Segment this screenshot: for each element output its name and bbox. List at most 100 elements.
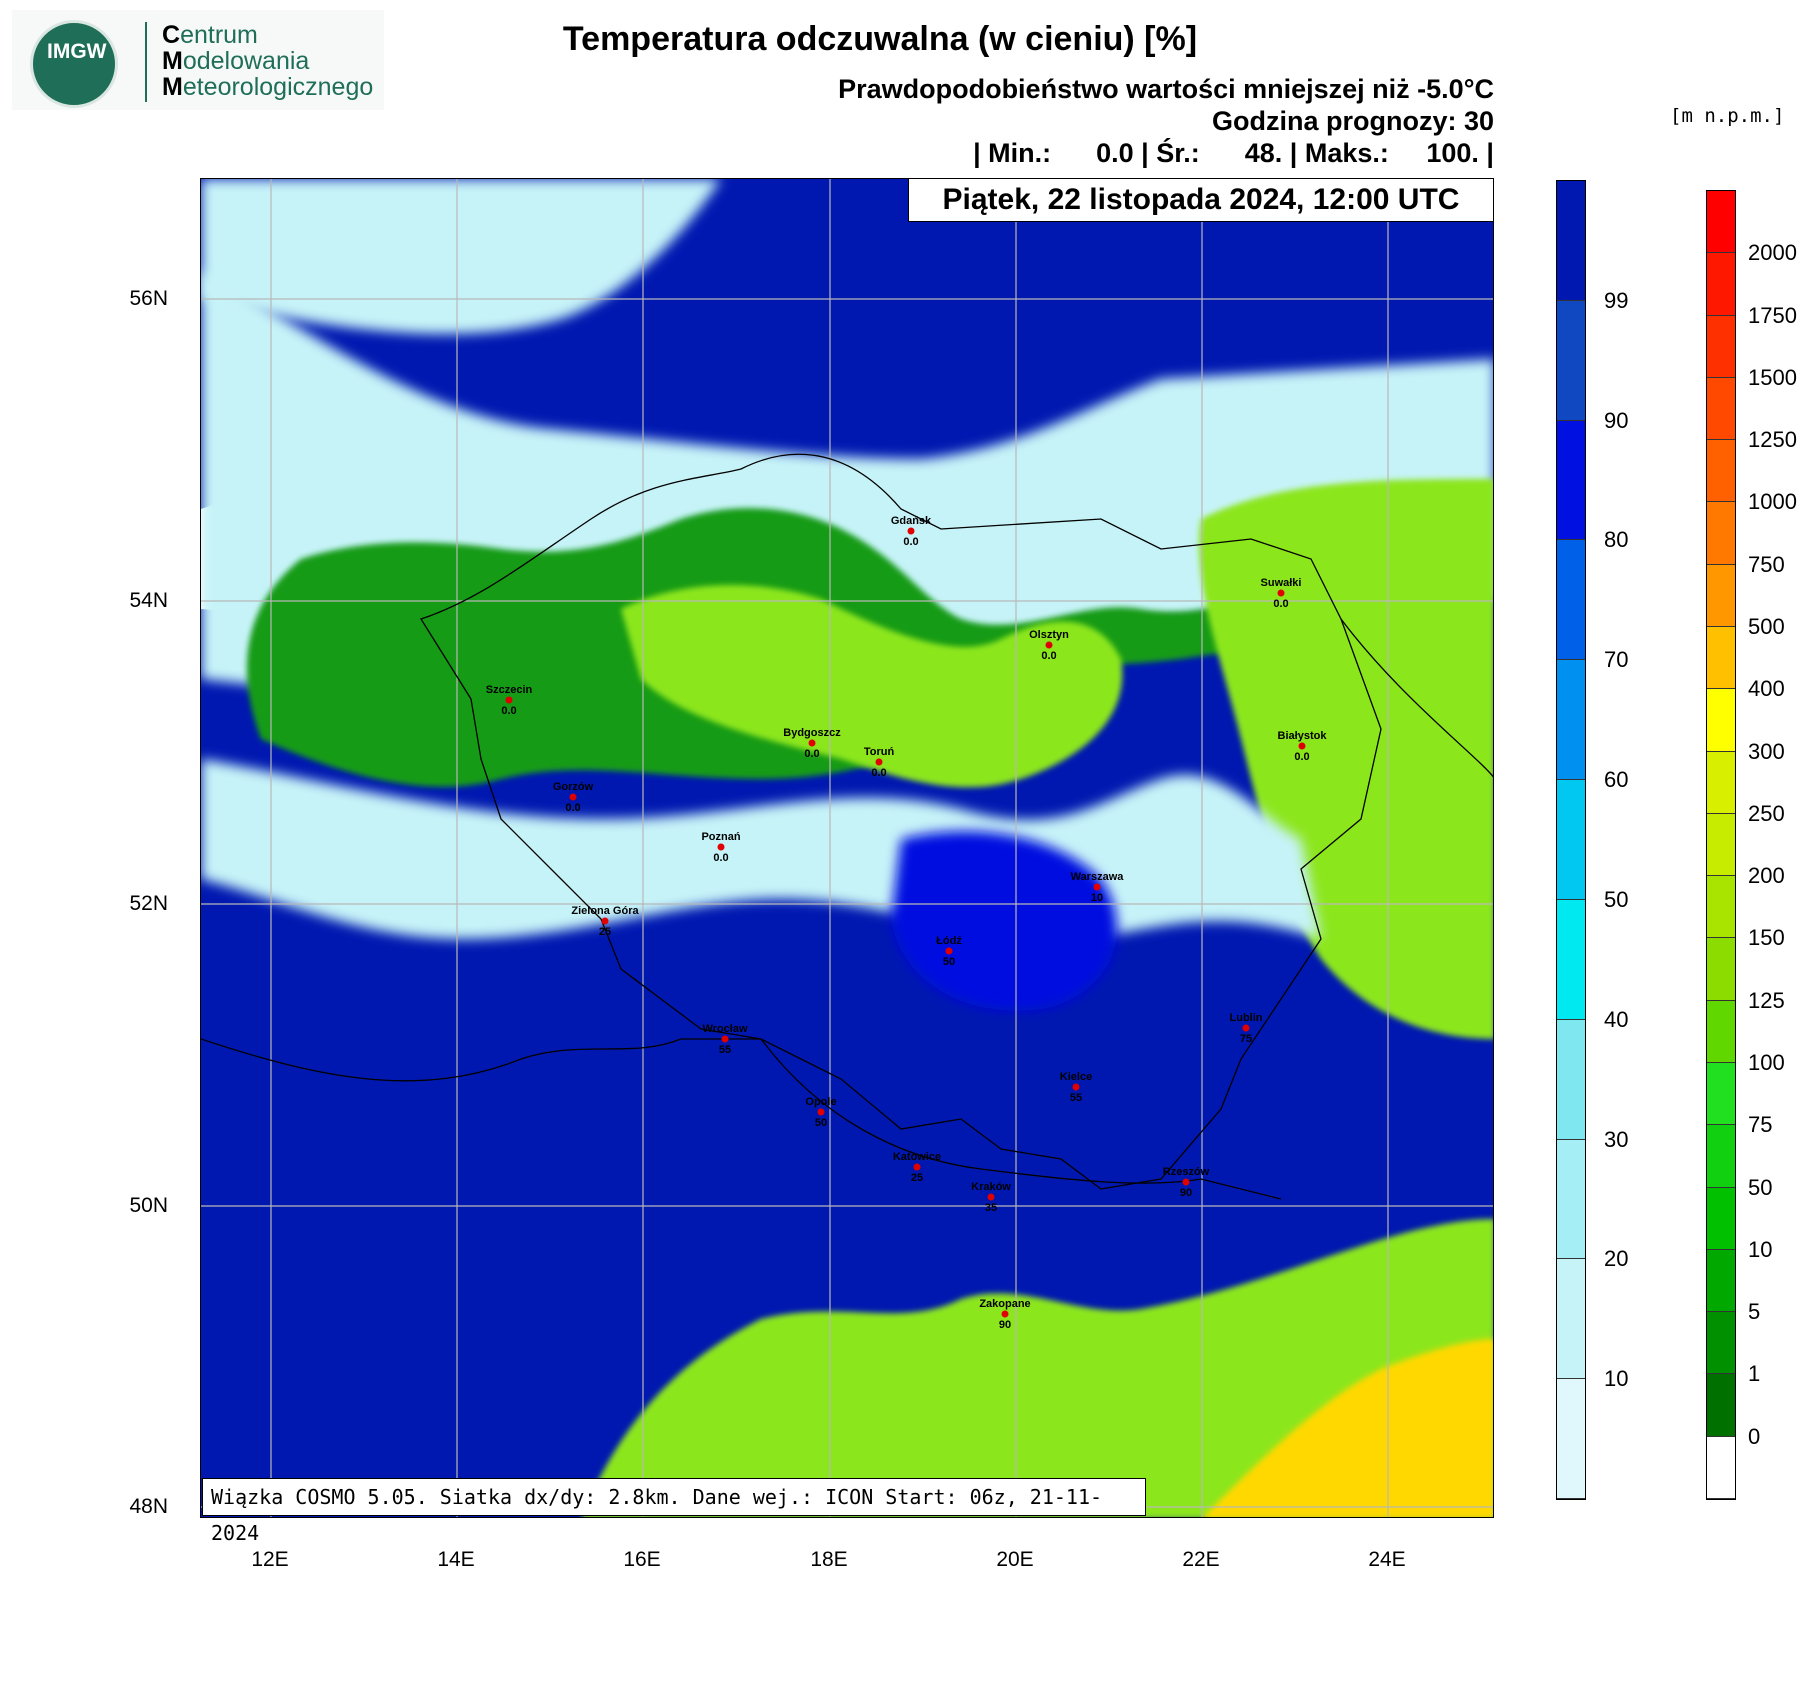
colorbar-label: 10 bbox=[1604, 1366, 1629, 1392]
probability-colorbar bbox=[1556, 180, 1586, 1500]
city-marker: Warszawa 10 bbox=[1071, 871, 1125, 904]
lon-tick-22: 22E bbox=[1182, 1548, 1220, 1571]
terrain-colorbar bbox=[1706, 190, 1736, 1500]
imgw-emblem-icon: IMGW bbox=[30, 20, 118, 108]
southern-border bbox=[201, 1038, 761, 1082]
graticule bbox=[201, 179, 1493, 1517]
colorbar-segment bbox=[1557, 1379, 1585, 1499]
colorbar-label: 250 bbox=[1748, 800, 1785, 826]
colorbar-label: 750 bbox=[1748, 551, 1785, 577]
colorbar-segment bbox=[1707, 689, 1735, 752]
colorbar-label: 90 bbox=[1604, 407, 1629, 433]
lon-tick-20: 20E bbox=[996, 1548, 1034, 1571]
colorbar-label: 400 bbox=[1748, 676, 1785, 702]
lat-tick-50: 50N bbox=[129, 1194, 168, 1217]
colorbar-label: 60 bbox=[1604, 767, 1629, 793]
lon-tick-12: 12E bbox=[251, 1548, 289, 1571]
city-dot bbox=[1045, 641, 1053, 649]
city-dot bbox=[913, 1163, 921, 1171]
stats-line: | Min.: 0.0 | Śr.: 48. | Maks.: 100. | bbox=[973, 138, 1494, 168]
colorbar-label: 2000 bbox=[1748, 240, 1797, 266]
lon-tick-16: 16E bbox=[623, 1548, 661, 1571]
colorbar-segment bbox=[1707, 502, 1735, 565]
colorbar-label: 75 bbox=[1748, 1112, 1773, 1138]
city-dot bbox=[1298, 742, 1306, 750]
city-marker: Białystok 0.0 bbox=[1278, 730, 1328, 763]
colorbar-label: 1500 bbox=[1748, 364, 1797, 390]
colorbar-label: 70 bbox=[1604, 647, 1629, 673]
city-value: 25 bbox=[599, 926, 611, 938]
colorbar-label: 300 bbox=[1748, 738, 1785, 764]
city-dot bbox=[1093, 883, 1101, 891]
colorbar-label: 1750 bbox=[1748, 302, 1797, 328]
colorbar-label: 50 bbox=[1748, 1174, 1773, 1200]
logo-line-2: Modelowania bbox=[162, 47, 310, 75]
colorbar-label: 200 bbox=[1748, 863, 1785, 889]
colorbar-segment bbox=[1707, 253, 1735, 316]
colorbar-label: 10 bbox=[1748, 1236, 1773, 1262]
colorbar-segment bbox=[1707, 377, 1735, 441]
colorbar-segment bbox=[1557, 1139, 1585, 1260]
colorbar-label: 1 bbox=[1748, 1361, 1761, 1387]
city-name: Kraków bbox=[971, 1181, 1011, 1193]
city-marker: Bydgoszcz 0.0 bbox=[783, 727, 841, 760]
city-dot bbox=[601, 917, 609, 925]
colorbar-segment bbox=[1557, 300, 1585, 421]
city-value: 0.0 bbox=[903, 536, 918, 548]
colorbar-label: 50 bbox=[1604, 886, 1629, 912]
city-dot bbox=[1182, 1178, 1190, 1186]
colorbar-segment bbox=[1557, 420, 1585, 541]
city-name: Lublin bbox=[1230, 1012, 1263, 1024]
eastern-border bbox=[1340, 618, 1493, 778]
lime-east-area bbox=[1199, 479, 1493, 1039]
city-value: 55 bbox=[1070, 1092, 1082, 1104]
city-marker: Suwałki 0.0 bbox=[1261, 577, 1302, 610]
city-marker: Łódź 50 bbox=[936, 935, 962, 968]
city-marker: Zielona Góra 25 bbox=[571, 905, 639, 938]
map-title: Temperatura odczuwalna (w cieniu) [%] bbox=[562, 20, 1198, 58]
city-value: 0.0 bbox=[1041, 650, 1056, 662]
carpathian-terrain bbox=[581, 1219, 1493, 1517]
city-dot bbox=[721, 1035, 729, 1043]
city-marker: Kielce 55 bbox=[1060, 1071, 1092, 1104]
colorbar-segment bbox=[1707, 1312, 1735, 1375]
city-value: 75 bbox=[1240, 1033, 1252, 1045]
forecast-hour: Godzina prognozy: 30 bbox=[1211, 106, 1494, 136]
city-dot bbox=[987, 1193, 995, 1201]
city-name: Opole bbox=[805, 1096, 836, 1108]
city-value: 10 bbox=[1091, 892, 1103, 904]
colorbar-segment bbox=[1707, 626, 1735, 690]
city-marker: Opole 50 bbox=[805, 1096, 836, 1129]
city-dot bbox=[1001, 1310, 1009, 1318]
city-name: Olsztyn bbox=[1029, 629, 1069, 641]
city-name: Poznań bbox=[701, 831, 740, 843]
city-name: Kielce bbox=[1060, 1071, 1092, 1083]
logo-line-3: Meteorologicznego bbox=[162, 73, 374, 101]
city-markers: Gdańsk 0.0 Suwałki 0.0 Olsztyn 0.0 Szczecin 0.0… bbox=[486, 515, 1328, 1331]
colorbar-segment bbox=[1557, 899, 1585, 1020]
city-dot bbox=[1242, 1024, 1250, 1032]
city-dot bbox=[808, 739, 816, 747]
city-dot bbox=[875, 758, 883, 766]
city-name: Łódź bbox=[936, 935, 962, 947]
colorbar-segment bbox=[1707, 1249, 1735, 1313]
high-terrain bbox=[1203, 1339, 1493, 1517]
city-marker: Olsztyn 0.0 bbox=[1029, 629, 1069, 662]
city-marker: Kraków 35 bbox=[971, 1181, 1011, 1214]
city-value: 0.0 bbox=[713, 852, 728, 864]
lat-tick-56: 56N bbox=[129, 287, 168, 310]
colorbar-segment bbox=[1557, 181, 1585, 301]
city-marker: Toruń 0.0 bbox=[864, 746, 895, 779]
city-marker: Wrocław 55 bbox=[702, 1023, 747, 1056]
map-canvas: Gdańsk 0.0 Suwałki 0.0 Olsztyn 0.0 Szczecin 0.0… bbox=[201, 179, 1493, 1517]
colorbar-label: 1250 bbox=[1748, 427, 1797, 453]
city-marker: Lublin 75 bbox=[1230, 1012, 1263, 1045]
city-marker: Poznań 0.0 bbox=[701, 831, 740, 864]
city-dot bbox=[945, 947, 953, 955]
city-value: 50 bbox=[815, 1117, 827, 1129]
colorbar-label: 100 bbox=[1748, 1050, 1785, 1075]
city-name: Warszawa bbox=[1071, 871, 1125, 883]
city-dot bbox=[1277, 589, 1285, 597]
colorbar-segment bbox=[1707, 751, 1735, 814]
slovak-border bbox=[760, 1038, 1282, 1200]
